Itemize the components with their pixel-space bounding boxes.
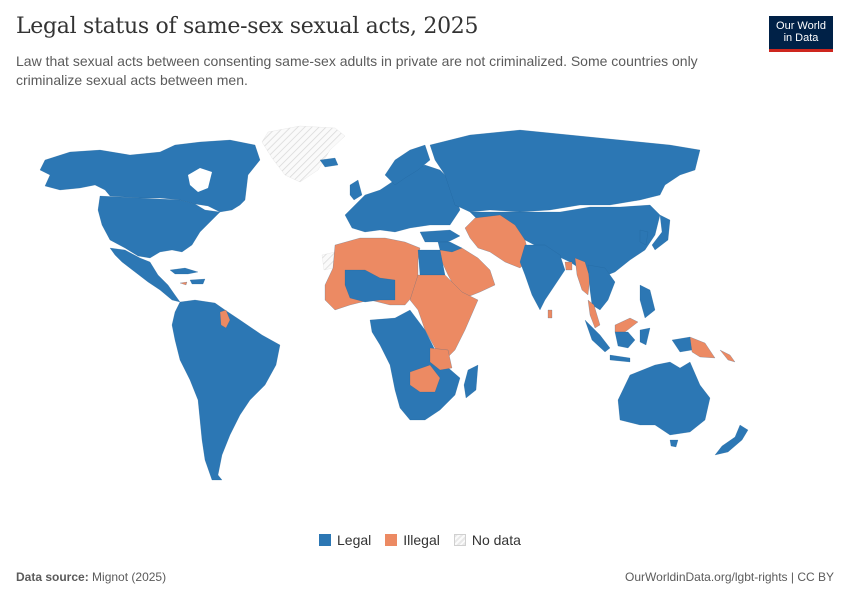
legend-label-no-data: No data — [471, 532, 521, 548]
country-greenland — [261, 125, 346, 183]
country-malaysia-borneo — [614, 317, 639, 333]
country-cuba — [169, 267, 199, 275]
country-malaysia-peninsula — [587, 299, 601, 329]
country-australia — [617, 361, 711, 436]
country-indonesia-papua — [671, 336, 693, 353]
country-madagascar — [463, 364, 479, 399]
country-japan — [651, 214, 671, 251]
country-turkey — [419, 229, 461, 243]
region-sahel-legal — [344, 269, 396, 303]
region-central-asia-illegal — [464, 214, 531, 269]
country-solomon-islands — [719, 349, 736, 363]
region-central-africa-legal — [369, 309, 461, 421]
country-new-zealand — [714, 424, 749, 456]
country-papua-new-guinea — [689, 336, 716, 359]
legal-swatch — [319, 534, 331, 546]
logo-line-2: in Data — [783, 32, 819, 44]
country-jamaica — [179, 281, 188, 286]
country-south-america — [171, 299, 281, 481]
region-zambia-illegal — [409, 364, 441, 393]
country-indonesia-sumatra — [584, 319, 611, 353]
region-se-asia — [587, 264, 616, 311]
logo-line-1: Our World — [776, 20, 826, 32]
world-map[interactable] — [0, 110, 850, 520]
legend: Legal Illegal No data — [319, 532, 521, 548]
country-usa — [97, 195, 221, 259]
region-east-africa-illegal — [409, 274, 479, 361]
chart-title: Legal status of same-sex sexual acts, 20… — [16, 14, 479, 39]
country-indonesia-borneo — [614, 331, 636, 349]
country-philippines — [639, 284, 656, 319]
country-sri-lanka — [547, 309, 553, 319]
country-australia-tasmania — [669, 439, 679, 448]
country-egypt — [417, 249, 446, 276]
country-hispaniola — [189, 278, 206, 285]
country-tanzania — [429, 347, 453, 371]
chart-subtitle: Law that sexual acts between consenting … — [16, 53, 698, 88]
owid-logo[interactable]: Our World in Data — [769, 16, 833, 52]
data-source-value[interactable]: Mignot (2025) — [92, 570, 167, 584]
legend-label-illegal: Illegal — [403, 532, 440, 548]
region-levant-legal — [437, 241, 463, 253]
country-myanmar — [574, 257, 591, 296]
country-indonesia-sulawesi — [639, 327, 651, 346]
country-uk — [349, 179, 363, 201]
country-bangladesh — [564, 261, 573, 271]
data-source-label: Data source: — [16, 570, 89, 584]
legend-item-no-data[interactable]: No data — [453, 532, 521, 548]
country-indonesia-java — [609, 354, 631, 363]
legend-item-illegal[interactable]: Illegal — [385, 532, 440, 548]
country-korea — [639, 229, 649, 246]
country-russia — [429, 129, 701, 213]
source-url[interactable]: OurWorldinData.org/lgbt-rights | CC BY — [625, 570, 834, 584]
country-guyana — [219, 309, 231, 329]
no-data-swatch — [453, 534, 466, 546]
legend-label-legal: Legal — [337, 532, 372, 548]
legend-item-legal[interactable]: Legal — [319, 532, 371, 548]
country-india — [519, 244, 566, 311]
country-iceland — [319, 157, 339, 168]
data-source: Data source: Mignot (2025) — [16, 570, 166, 584]
illegal-swatch — [385, 534, 398, 546]
region-scandinavia — [384, 144, 431, 186]
